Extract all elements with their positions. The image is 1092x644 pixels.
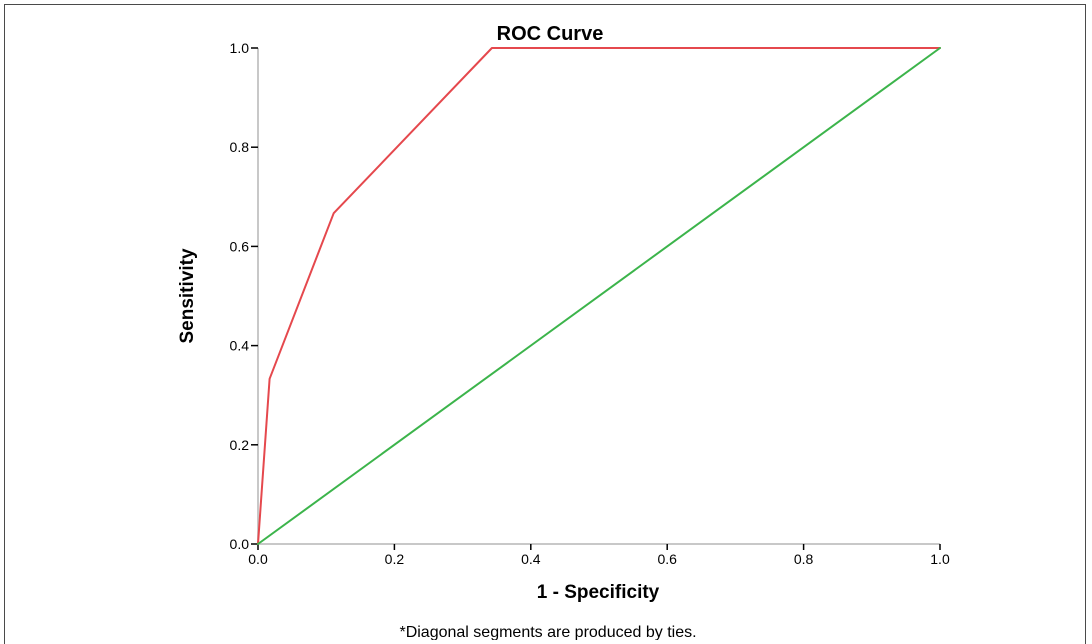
chart-footnote: *Diagonal segments are produced by ties. — [399, 624, 696, 640]
x-ticks: 0.0 0.2 0.4 0.6 0.8 1.0 — [248, 544, 950, 567]
x-tick-label: 0.6 — [657, 551, 677, 567]
y-tick-label: 0.6 — [230, 238, 250, 254]
chart-frame — [4, 4, 1086, 644]
y-axis-label: Sensitivity — [177, 248, 198, 343]
y-tick-label: 0.4 — [230, 338, 250, 354]
reference-diagonal-line — [257, 47, 941, 545]
y-tick-label: 0.8 — [230, 139, 250, 155]
chart-title: ROC Curve — [497, 23, 604, 45]
x-tick-label: 0.2 — [385, 551, 405, 567]
series-layer — [257, 47, 941, 545]
y-tick-label: 0.0 — [230, 536, 250, 552]
roc-curve-line — [257, 47, 941, 545]
y-tick-label: 1.0 — [230, 40, 250, 56]
x-tick-label: 0.0 — [248, 551, 268, 567]
x-tick-label: 0.8 — [794, 551, 814, 567]
y-tick-label: 0.2 — [230, 437, 250, 453]
x-tick-label: 1.0 — [930, 551, 950, 567]
x-tick-label: 0.4 — [521, 551, 541, 567]
x-axis-label: 1 - Specificity — [537, 582, 660, 603]
y-ticks: 0.0 0.2 0.4 0.6 0.8 1.0 — [230, 40, 258, 552]
